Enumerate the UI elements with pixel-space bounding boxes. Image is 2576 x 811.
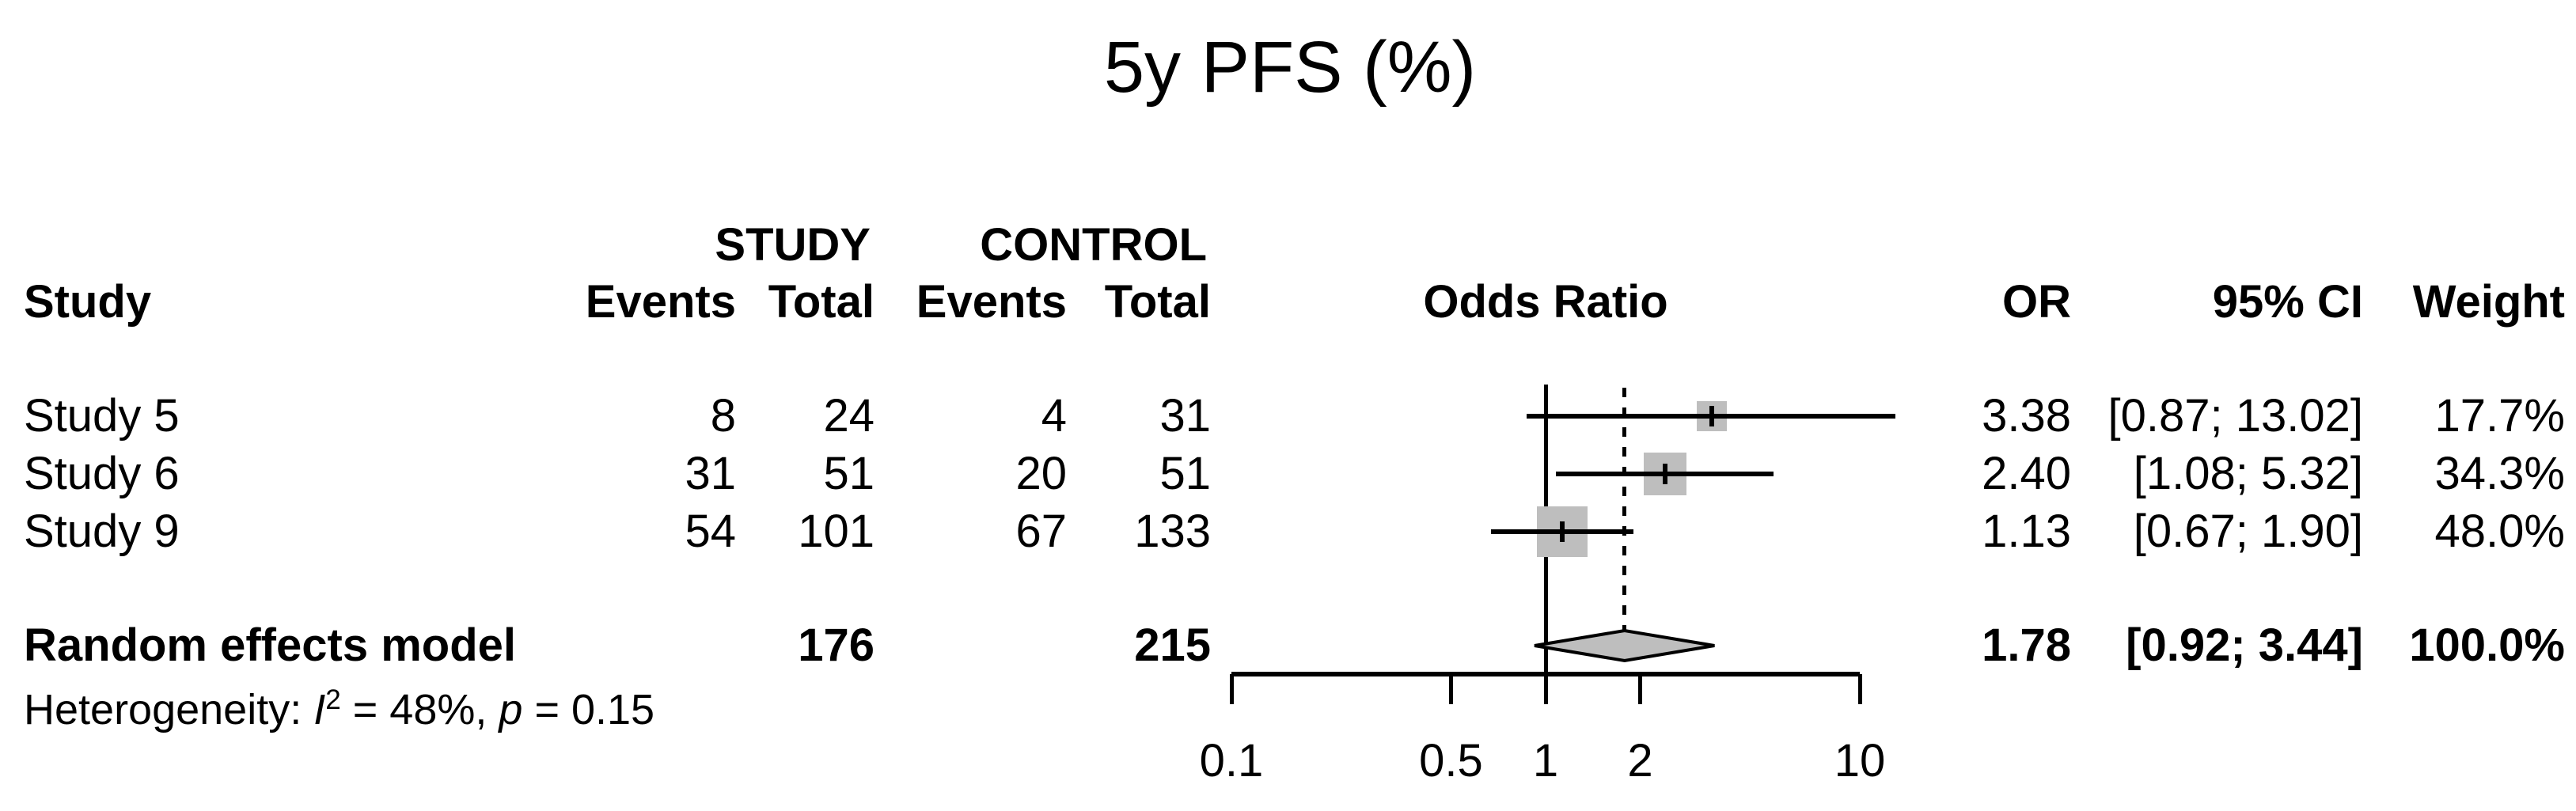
- or-value-cell: 1.13: [1982, 506, 2071, 557]
- study-total-cell: 24: [823, 390, 874, 442]
- page-title: 5y PFS (%): [1103, 27, 1477, 108]
- pooled-effect-dashed-line: [1622, 388, 1626, 631]
- x-axis-tick: [1543, 674, 1548, 704]
- study-name-cell: Random effects model: [24, 620, 516, 671]
- column-header-total-study: Total: [768, 276, 874, 328]
- control-events-cell: 67: [1015, 506, 1067, 557]
- study-name-cell: Study 9: [24, 506, 180, 557]
- pooled-diamond: [1532, 628, 1717, 663]
- point-estimate-tick: [1560, 521, 1565, 542]
- or-value-cell: 3.38: [1982, 390, 2071, 442]
- control-total-cell: 133: [1134, 506, 1211, 557]
- control-total-cell: 51: [1159, 448, 1211, 499]
- study-events-cell: 8: [710, 390, 736, 442]
- study-total-cell: 51: [823, 448, 874, 499]
- column-header-study: Study: [24, 276, 152, 328]
- study-total-cell: 176: [798, 620, 874, 671]
- column-header-weight: Weight: [2412, 276, 2565, 328]
- x-axis-tick: [1857, 674, 1862, 704]
- control-events-cell: 20: [1015, 448, 1067, 499]
- study-events-cell: 31: [685, 448, 736, 499]
- x-axis-tick-label: 0.1: [1199, 735, 1264, 786]
- x-axis-tick-label: 10: [1834, 735, 1886, 786]
- study-events-cell: 54: [685, 506, 736, 557]
- or-value-cell: 2.40: [1982, 448, 2071, 499]
- heterogeneity-i-exponent: 2: [325, 684, 341, 715]
- study-total-cell: 101: [798, 506, 874, 557]
- ci-value-cell: [0.87; 13.02]: [2107, 390, 2363, 442]
- column-header-events-control: Events: [916, 276, 1067, 328]
- study-name-cell: Study 6: [24, 448, 180, 499]
- heterogeneity-note: Heterogeneity: I2 = 48%, p = 0.15: [24, 686, 655, 733]
- x-axis-tick-label: 1: [1532, 735, 1559, 786]
- x-axis-tick: [1448, 674, 1453, 704]
- column-header-total-control: Total: [1104, 276, 1211, 328]
- column-header-odds-ratio: Odds Ratio: [1423, 276, 1668, 328]
- heterogeneity-i-symbol: I: [313, 686, 326, 733]
- ci-value-cell: [1.08; 5.32]: [2133, 448, 2363, 499]
- column-header-ci: 95% CI: [2212, 276, 2363, 328]
- group-header-study: STUDY: [715, 219, 871, 271]
- control-events-cell: 4: [1041, 390, 1067, 442]
- weight-value-cell: 48.0%: [2434, 506, 2565, 557]
- group-header-control: CONTROL: [980, 219, 1207, 271]
- x-axis-tick-label: 2: [1627, 735, 1653, 786]
- point-estimate-tick: [1709, 406, 1714, 426]
- x-axis-tick: [1638, 674, 1642, 704]
- weight-value-cell: 34.3%: [2434, 448, 2565, 499]
- ci-value-cell: [0.67; 1.90]: [2133, 506, 2363, 557]
- study-name-cell: Study 5: [24, 390, 180, 442]
- control-total-cell: 215: [1134, 620, 1211, 671]
- x-axis-tick-label: 0.5: [1419, 735, 1483, 786]
- column-header-events-study: Events: [585, 276, 736, 328]
- x-axis-tick: [1229, 674, 1234, 704]
- or-value-cell: 1.78: [1982, 620, 2071, 671]
- weight-value-cell: 17.7%: [2434, 390, 2565, 442]
- control-total-cell: 31: [1159, 390, 1211, 442]
- heterogeneity-p-symbol: p: [499, 686, 523, 733]
- ci-value-cell: [0.92; 3.44]: [2126, 620, 2363, 671]
- heterogeneity-p-value: = 0.15: [522, 686, 655, 733]
- weight-value-cell: 100.0%: [2409, 620, 2565, 671]
- point-estimate-tick: [1662, 464, 1667, 484]
- heterogeneity-prefix: Heterogeneity:: [24, 686, 314, 733]
- heterogeneity-i-value: = 48%,: [340, 686, 499, 733]
- column-header-or: OR: [2002, 276, 2071, 328]
